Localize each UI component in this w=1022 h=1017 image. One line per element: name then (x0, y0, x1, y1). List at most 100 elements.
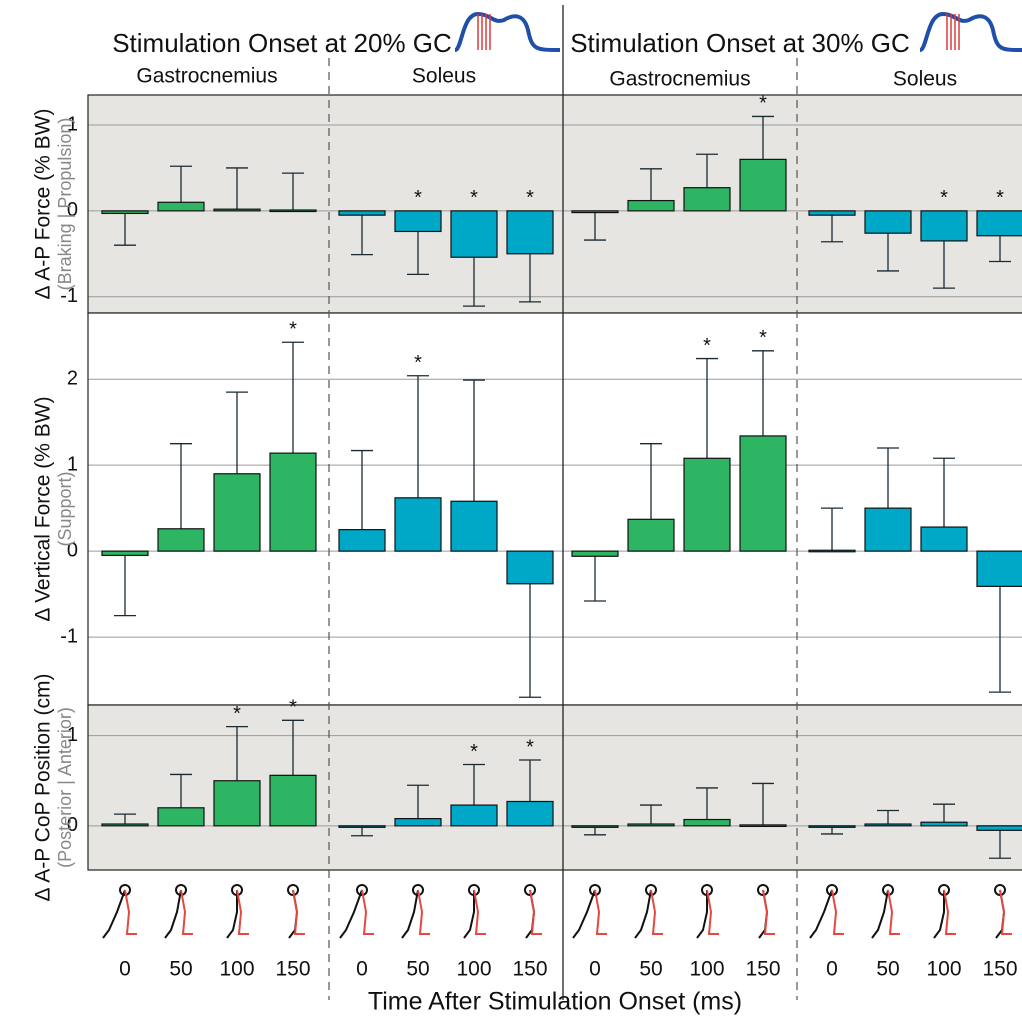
y-axis-label: Δ A-P CoP Position (cm) (32, 674, 55, 902)
bar (157, 201, 205, 212)
bar (506, 800, 554, 827)
leg-figure (809, 884, 844, 939)
bar (269, 774, 317, 827)
leg-figure (287, 884, 305, 939)
bar (506, 550, 554, 585)
y-axis-note: (Support) (55, 471, 75, 546)
y-tick-label: 2 (67, 367, 78, 389)
bar (269, 209, 317, 213)
significance-marker: * (703, 335, 711, 357)
leg-figure (524, 884, 542, 939)
x-tick-label: 0 (826, 958, 838, 981)
bar (739, 824, 787, 828)
significance-marker: * (470, 741, 478, 763)
leg-right (236, 889, 249, 935)
bar (450, 500, 498, 552)
leg-figure (102, 884, 137, 939)
significance-marker: * (289, 319, 297, 341)
bar (808, 549, 856, 553)
x-tick-label: 0 (356, 958, 368, 981)
leg-left (871, 889, 889, 939)
bar (269, 452, 317, 552)
x-tick-label: 150 (512, 958, 547, 981)
significance-marker: * (526, 187, 534, 209)
bar (213, 208, 261, 212)
bar (683, 457, 731, 552)
muscle-label: Gastrocnemius (609, 68, 750, 91)
leg-figure (757, 884, 775, 939)
bar (571, 210, 619, 214)
gc-icon (453, 11, 1022, 52)
x-tick-label: 50 (169, 958, 192, 981)
bar (627, 199, 675, 212)
bar (101, 210, 149, 215)
x-tick-label: 50 (406, 958, 429, 981)
leg-left (226, 890, 238, 939)
leg-figure (401, 884, 430, 939)
leg-left (102, 889, 126, 939)
leg-left (634, 889, 652, 939)
y-axis-label: Δ Vertical Force (% BW) (32, 396, 55, 621)
y-tick-label: 1 (67, 453, 78, 475)
y-tick-label: 0 (67, 814, 78, 836)
leg-figure (871, 884, 900, 939)
leg-figure (463, 884, 486, 939)
bar (864, 507, 912, 552)
bar (808, 825, 856, 828)
x-axis-label: Time After Stimulation Onset (ms) (368, 988, 742, 1016)
significance-marker: * (414, 352, 422, 374)
leg-left (339, 889, 363, 939)
significance-marker: * (940, 187, 948, 209)
muscle-label: Soleus (893, 68, 957, 91)
y-tick-label: 0 (67, 539, 78, 561)
panel-background (88, 95, 1022, 313)
bar (976, 825, 1022, 831)
leg-left (933, 890, 945, 939)
significance-marker: * (996, 187, 1004, 209)
leg-figure (933, 884, 956, 939)
bar (394, 497, 442, 552)
leg-left (164, 889, 182, 939)
leg-right (292, 889, 305, 935)
y-axis-note: (Posterior | Anterior) (55, 707, 75, 868)
significance-marker: * (759, 93, 767, 115)
significance-marker: * (289, 697, 297, 719)
significance-marker: * (414, 187, 422, 209)
leg-right (999, 889, 1012, 935)
leg-right (594, 889, 607, 935)
x-tick-label: 0 (119, 958, 131, 981)
leg-figure (339, 884, 374, 939)
x-tick-label: 100 (689, 958, 724, 981)
leg-left (572, 889, 596, 939)
bar (338, 529, 386, 552)
bar (864, 823, 912, 827)
bar (920, 526, 968, 552)
leg-right (180, 889, 193, 935)
leg-right (473, 889, 486, 935)
x-tick-label: 150 (982, 958, 1017, 981)
leg-right (417, 889, 430, 935)
bar (338, 825, 386, 828)
bar (213, 780, 261, 827)
x-tick-label: 0 (589, 958, 601, 981)
leg-right (361, 889, 374, 935)
leg-right (124, 889, 137, 935)
leg-left (463, 890, 475, 939)
leg-figure (226, 884, 249, 939)
x-tick-label: 100 (456, 958, 491, 981)
leg-right (943, 889, 956, 935)
significance-marker: * (470, 187, 478, 209)
significance-marker: * (526, 736, 534, 758)
leg-right (762, 889, 775, 935)
leg-left (401, 889, 419, 939)
leg-left (696, 890, 708, 939)
significance-marker: * (233, 703, 241, 725)
leg-right (529, 889, 542, 935)
leg-figure (994, 884, 1012, 939)
leg-left (809, 889, 833, 939)
bar (450, 210, 498, 258)
y-axis-label: Δ A-P Force (% BW) (32, 109, 55, 300)
bar (157, 528, 205, 552)
y-axis-note: (Braking | Propulsion) (55, 118, 75, 291)
